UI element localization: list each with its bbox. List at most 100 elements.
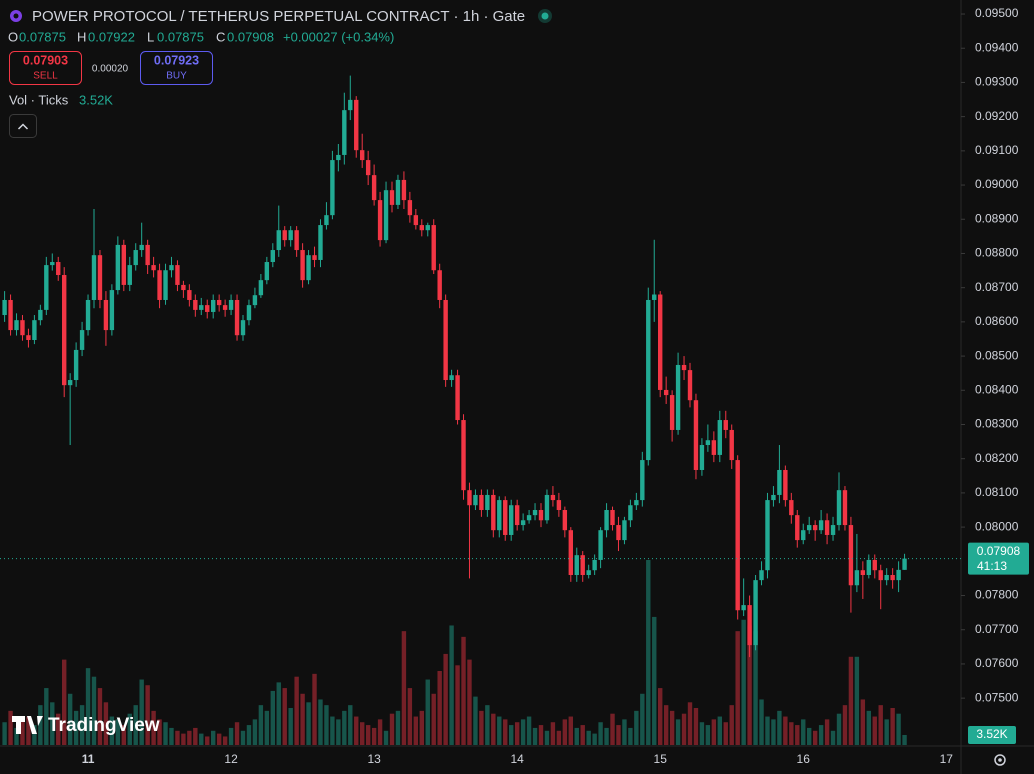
volume-bar: [848, 656, 854, 745]
volume-bar: [461, 636, 466, 745]
candle-body: [503, 500, 508, 535]
candle-body: [836, 490, 842, 526]
y-tick-label: 0.09000: [975, 177, 1019, 191]
candle-body: [26, 335, 31, 341]
y-tick-label: 0.07600: [975, 656, 1019, 670]
volume-bar: [264, 710, 270, 745]
candle-body: [115, 244, 121, 291]
volume-bar: [544, 730, 550, 745]
volume-bar: [103, 702, 109, 745]
candle-body: [717, 420, 722, 455]
sell-label: SELL: [33, 71, 58, 82]
volume-bar: [2, 722, 7, 745]
candle-body: [383, 190, 389, 241]
volume-bar: [234, 722, 240, 745]
candle-body: [437, 270, 442, 300]
candle-body: [663, 389, 669, 396]
candle-body: [902, 558, 907, 570]
volume-bar: [419, 710, 424, 745]
candle-body: [669, 395, 675, 430]
volume-bar: [288, 708, 293, 745]
volume-bar: [759, 699, 764, 745]
candle-body: [56, 262, 61, 276]
candle-body: [723, 420, 728, 430]
candle-body: [294, 230, 299, 251]
chart-title: POWER PROTOCOL / TETHERUS PERPETUAL CONT…: [32, 8, 525, 25]
volume-bar: [276, 682, 281, 745]
last-price-label: 0.07908: [977, 544, 1021, 558]
volume-bar: [318, 699, 323, 745]
volume-bar: [44, 688, 49, 745]
candle-body: [467, 490, 472, 506]
candle-body: [592, 559, 597, 571]
candle-body: [377, 200, 383, 241]
y-tick-label: 0.08600: [975, 314, 1019, 328]
candle-body: [818, 520, 824, 531]
y-tick-label: 0.08100: [975, 485, 1019, 499]
candle-body: [109, 290, 115, 331]
candle-body: [550, 494, 556, 501]
volume-bar: [193, 727, 198, 745]
volume-bar: [56, 713, 61, 745]
volume-bar: [872, 716, 877, 745]
volume-bar: [783, 716, 788, 745]
volume-bar: [473, 696, 478, 745]
candle-body: [646, 299, 651, 461]
ohlc-key: H: [77, 29, 86, 44]
collapse-button[interactable]: [9, 114, 37, 138]
volume-bar: [765, 716, 770, 745]
candle-body: [473, 494, 478, 506]
y-tick-label: 0.07500: [975, 690, 1019, 704]
volume-bar: [169, 727, 174, 745]
candle-body: [371, 175, 377, 201]
volume-bar: [741, 619, 746, 745]
volume-bar: [735, 631, 740, 745]
volume-legend-value: 3.52K: [79, 92, 113, 107]
volume-bar: [407, 688, 413, 745]
volume-bar: [157, 719, 162, 745]
volume-bar: [598, 722, 603, 745]
volume-bar: [896, 713, 901, 745]
candle-body: [32, 320, 37, 341]
volume-bar: [586, 730, 591, 745]
volume-bar: [383, 730, 389, 745]
candle-body: [711, 440, 717, 455]
candle-body: [807, 525, 812, 531]
volume-bar: [824, 719, 830, 745]
volume-bar: [354, 716, 359, 745]
candle-body: [514, 505, 520, 526]
candle-body: [771, 494, 776, 501]
candle-body: [574, 555, 579, 575]
y-tick-label: 0.08800: [975, 246, 1019, 260]
volume-bar: [568, 716, 573, 745]
y-tick-label: 0.08500: [975, 348, 1019, 362]
x-tick-label: 15: [654, 752, 668, 766]
candle-body: [604, 510, 609, 531]
candle-body: [878, 570, 883, 581]
buy-button[interactable]: [140, 51, 213, 85]
candle-body: [568, 530, 573, 575]
candle-body: [866, 559, 871, 575]
volume-bar: [371, 727, 377, 745]
candle-body: [365, 160, 371, 176]
y-tick-label: 0.08000: [975, 519, 1019, 533]
candle-body: [312, 255, 317, 260]
candle-body: [777, 469, 782, 495]
volume-bar: [514, 722, 520, 745]
settings-button[interactable]: [994, 754, 1006, 766]
volume-bar: [360, 722, 365, 745]
volume-bar: [663, 705, 669, 745]
sell-button[interactable]: [9, 51, 82, 85]
volume-bar: [365, 725, 371, 745]
candle-body: [348, 99, 353, 111]
price-change: +0.00027 (+0.34%): [283, 29, 394, 44]
volume-bar: [747, 625, 752, 745]
volume-bar: [8, 710, 13, 745]
volume-bar: [389, 713, 395, 745]
x-tick-label: 16: [797, 752, 811, 766]
volume-bar: [240, 730, 246, 745]
volume-bar: [216, 733, 222, 745]
candle-body: [729, 429, 734, 461]
volume-bar: [181, 733, 186, 745]
